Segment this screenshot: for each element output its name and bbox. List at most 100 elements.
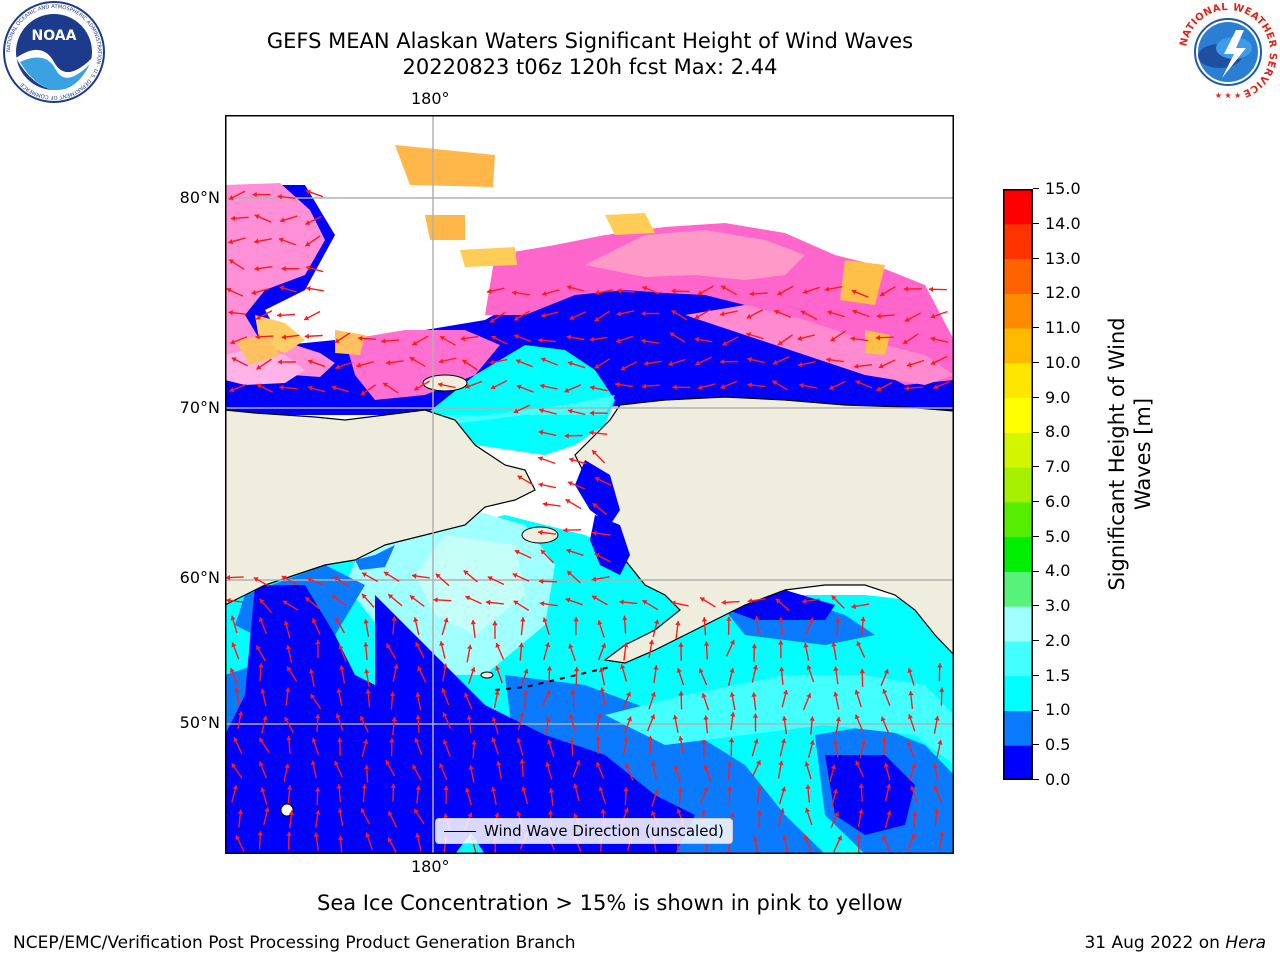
wind-wave-arrowhead [856, 641, 862, 647]
wind-wave-arrowhead [803, 834, 809, 840]
wind-wave-arrowhead [700, 810, 706, 815]
colorbar-swatch [1003, 432, 1033, 468]
wind-wave-arrowhead [286, 785, 293, 790]
wind-wave-arrowhead [778, 760, 784, 766]
wind-wave-arrowhead [906, 362, 912, 368]
wind-wave-arrowhead [854, 689, 860, 695]
colorbar-tick-label: 11.0 [1045, 318, 1081, 338]
wind-wave-arrowhead [782, 835, 788, 841]
wind-wave-arrowhead [331, 595, 337, 600]
wind-wave-arrowhead [777, 340, 783, 345]
wind-wave-arrowhead [513, 600, 519, 606]
wind-wave-arrowhead [566, 334, 572, 340]
wind-wave-arrowhead [339, 665, 345, 670]
wind-wave-arrowhead [231, 763, 237, 769]
wind-wave-arrowhead [565, 597, 571, 603]
colorbar-tick-mark [1033, 396, 1039, 398]
wind-wave-arrowhead [278, 237, 284, 243]
colorbar-tick-label: 5.0 [1045, 526, 1071, 546]
wind-wave-arrowhead [486, 288, 492, 294]
wind-wave-arrowhead [625, 763, 630, 769]
wind-wave-arrowhead [308, 359, 313, 365]
wind-wave-arrowhead [335, 617, 340, 623]
wind-wave-arrowhead [856, 834, 862, 839]
wind-wave-arrowhead [833, 739, 839, 745]
wind-wave-arrowhead [521, 786, 527, 792]
wind-wave-arrowhead [513, 408, 519, 414]
sea-ice-note: Sea Ice Concentration > 15% is shown in … [317, 891, 903, 915]
wind-wave-arrowhead [826, 357, 831, 363]
wind-wave-arrowhead [441, 688, 447, 693]
wind-wave-arrowhead [678, 736, 684, 741]
wind-wave-arrowhead [334, 760, 339, 766]
wind-wave-arrowhead [336, 688, 342, 693]
wind-wave-arrowhead [362, 593, 367, 599]
wind-wave-arrowhead [229, 259, 235, 265]
wind-wave-arrowhead [257, 831, 263, 836]
wind-wave-arrowhead [285, 645, 292, 650]
wind-wave-arrowhead [809, 716, 815, 721]
legend-line-swatch [444, 831, 476, 832]
colorbar-tick-label: 6.0 [1045, 491, 1071, 511]
wind-wave-arrowhead [287, 666, 292, 672]
wind-wave-arrowhead [729, 692, 735, 697]
wind-wave-arrowhead [671, 600, 676, 606]
wind-wave-arrowhead [491, 737, 497, 743]
wind-wave-arrowhead [778, 617, 784, 622]
wind-wave-arrowhead [600, 808, 606, 814]
wind-wave-arrowhead [801, 598, 807, 604]
wind-wave-arrowhead [277, 312, 282, 318]
wind-wave-legend: Wind Wave Direction (unscaled) [435, 818, 733, 844]
colorbar-tick-mark [1033, 605, 1039, 607]
wind-wave-arrowhead [746, 313, 752, 319]
wind-wave-arrowhead [590, 385, 595, 391]
wind-wave-arrowhead [520, 617, 526, 622]
wind-wave-arrowhead [415, 692, 421, 698]
wind-wave-arrowhead [442, 663, 448, 669]
wind-wave-arrowhead [338, 835, 344, 841]
wind-wave-arrowhead [911, 763, 917, 769]
wind-wave-arrowhead [412, 573, 417, 579]
wind-wave-arrowhead [834, 811, 839, 817]
wind-wave-arrowhead [729, 812, 735, 818]
wind-wave-arrowhead [359, 716, 365, 721]
wind-wave-arrowhead [310, 760, 316, 766]
wind-wave-arrowhead [254, 265, 259, 272]
wind-wave-arrowhead [934, 808, 940, 813]
footer-right: 31 Aug 2022 on Hera [1084, 933, 1266, 953]
wind-wave-arrowhead [595, 290, 600, 296]
wind-wave-arrowhead [228, 195, 234, 200]
wind-wave-arrowhead [752, 665, 758, 670]
wind-wave-arrowhead [885, 783, 892, 789]
wind-wave-arrowhead [337, 808, 343, 813]
wind-wave-arrowhead [599, 687, 605, 692]
wind-wave-arrowhead [598, 786, 604, 792]
wind-wave-arrowhead [437, 382, 443, 388]
wind-wave-arrowhead [331, 385, 337, 391]
wind-wave-arrowhead [414, 737, 420, 743]
wind-wave-arrowhead [435, 573, 441, 579]
wind-wave-arrowhead [285, 687, 291, 692]
wind-wave-arrowhead [747, 356, 752, 363]
colorbar-tick-label: 2.0 [1045, 630, 1071, 650]
wind-wave-arrowhead [466, 715, 472, 720]
wind-wave-arrowhead [599, 667, 605, 673]
wind-wave-arrowhead [548, 810, 554, 815]
wind-wave-arrowhead [832, 789, 838, 794]
wind-wave-arrowhead [756, 810, 763, 815]
wind-wave-arrowhead [930, 336, 936, 342]
wind-wave-arrowhead [751, 692, 757, 697]
wind-wave-arrowhead [315, 714, 321, 719]
wind-wave-arrowhead [462, 360, 468, 365]
sea-ice [225, 145, 954, 400]
wind-wave-arrowhead [442, 712, 448, 718]
wind-wave-arrowhead [780, 738, 787, 744]
lat-label-70n: 70°N [179, 398, 220, 417]
wind-wave-arrowhead [362, 572, 367, 578]
wind-wave-arrowhead [833, 691, 839, 697]
wind-wave-arrowhead [650, 761, 656, 767]
wind-wave-arrowhead [264, 807, 270, 813]
wind-wave-arrowhead [626, 716, 632, 722]
wind-wave-arrowhead [672, 714, 678, 720]
wind-wave-arrowhead [464, 692, 469, 698]
